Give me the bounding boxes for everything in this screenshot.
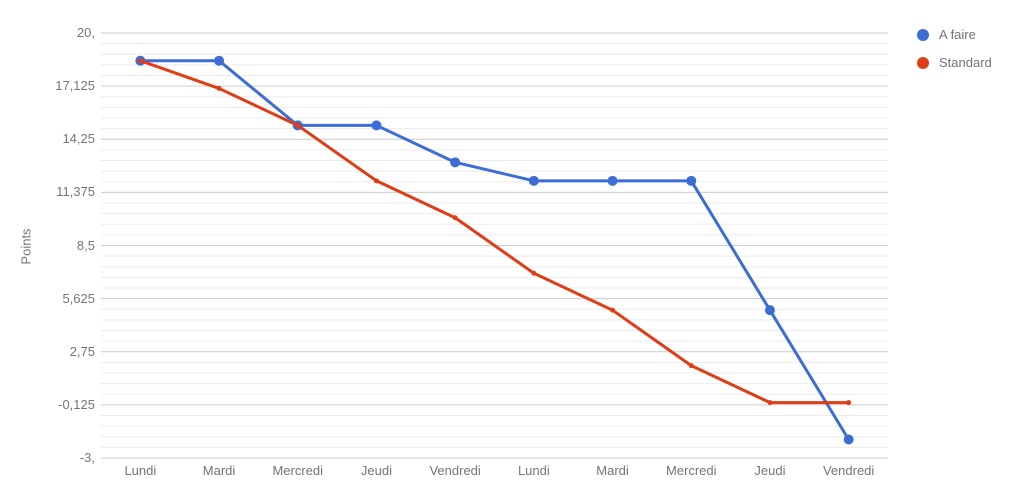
data-point-a-faire bbox=[686, 175, 697, 186]
series-line-standard bbox=[138, 59, 851, 405]
x-tick-label: Mercredi bbox=[665, 463, 717, 478]
legend-dot-icon bbox=[917, 28, 929, 41]
y-tick-label: -0,125 bbox=[58, 396, 95, 412]
y-tick-label: 5,625 bbox=[62, 290, 95, 306]
data-point-a-faire bbox=[450, 157, 461, 168]
y-tick-label: -3, bbox=[79, 450, 95, 465]
legend-item-standard: Standard bbox=[917, 55, 992, 70]
data-point-standard bbox=[531, 270, 537, 276]
data-point-a-faire bbox=[843, 434, 854, 445]
x-tick-label: Lundi bbox=[517, 463, 550, 478]
data-point-a-faire bbox=[214, 55, 225, 66]
x-tick-label: Vendredi bbox=[429, 463, 481, 478]
data-point-standard bbox=[610, 307, 616, 313]
y-tick-label: 20, bbox=[76, 25, 95, 40]
data-point-standard bbox=[373, 178, 379, 184]
x-tick-label: Mercredi bbox=[272, 463, 324, 478]
series-line-a-faire bbox=[138, 59, 851, 442]
y-tick-label: 11,375 bbox=[56, 184, 95, 200]
data-point-a-faire bbox=[528, 175, 539, 186]
data-point-a-faire bbox=[607, 175, 618, 186]
x-tick-label: Vendredi bbox=[822, 463, 875, 478]
legend-dot-icon bbox=[917, 56, 929, 69]
data-point-standard bbox=[137, 58, 143, 64]
data-point-standard bbox=[216, 85, 222, 91]
legend-label: A faire bbox=[939, 27, 976, 42]
x-tick-label: Jeudi bbox=[754, 463, 786, 478]
x-tick-label: Mardi bbox=[202, 463, 236, 478]
y-tick-label: 2,75 bbox=[69, 343, 95, 359]
legend: A faire Standard bbox=[917, 27, 992, 83]
legend-label: Standard bbox=[939, 55, 992, 70]
y-tick-label: 17,125 bbox=[55, 78, 95, 94]
y-tick-label: 14,25 bbox=[62, 131, 95, 147]
data-point-standard bbox=[767, 400, 773, 406]
x-tick-label: Mardi bbox=[596, 463, 629, 478]
data-point-a-faire bbox=[764, 305, 775, 316]
data-point-standard bbox=[688, 363, 694, 369]
x-tick-label: Lundi bbox=[124, 463, 157, 478]
data-point-standard bbox=[452, 215, 458, 221]
y-tick-label: 8,5 bbox=[76, 237, 95, 253]
data-point-a-faire bbox=[371, 120, 382, 131]
x-tick-label: Jeudi bbox=[360, 463, 392, 478]
data-point-standard bbox=[846, 400, 852, 406]
data-point-standard bbox=[295, 122, 301, 128]
legend-item-a-faire: A faire bbox=[917, 27, 992, 42]
